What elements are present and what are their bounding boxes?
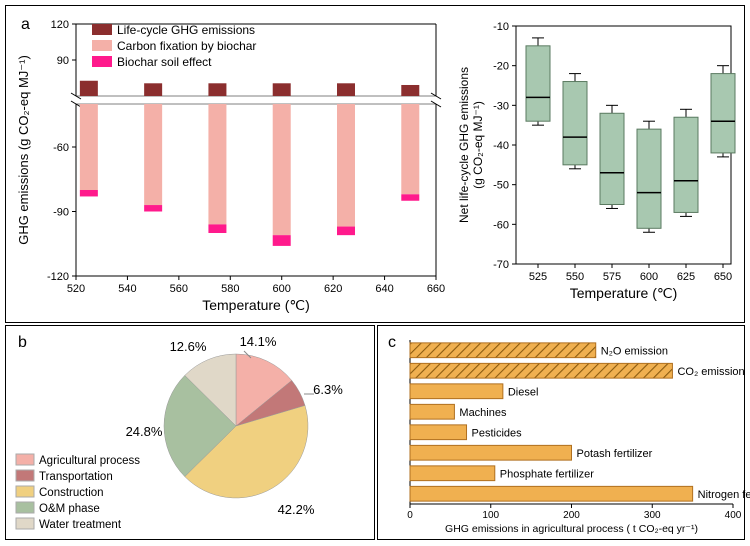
svg-text:Agricultural process: Agricultural process <box>39 455 140 467</box>
ghg-bar-chart: 90 120 -120 -90 -60 520 540 560 580 600 620 640 660 T… <box>6 6 456 324</box>
svg-text:0: 0 <box>407 510 413 521</box>
panel-c-label: c <box>388 334 396 352</box>
svg-text:90: 90 <box>57 55 69 67</box>
svg-text:525: 525 <box>529 271 547 283</box>
panel-a: a 90120-120-90-6052054056058060062064066… <box>5 5 745 323</box>
svg-text:-60: -60 <box>53 142 69 154</box>
svg-text:-40: -40 <box>493 140 509 152</box>
svg-text:300: 300 <box>644 510 661 521</box>
agri-bar-chart: 0 100 200 300 400 GHG emissions in agricultur… <box>378 326 746 541</box>
svg-text:540: 540 <box>118 283 136 295</box>
svg-text:-90: -90 <box>53 207 69 219</box>
pie-chart: 14.1% 6.3% 42.2% 24.8% 12.6% Agricultural pro… <box>6 326 376 541</box>
svg-text:CO₂ emission: CO₂ emission <box>677 366 744 378</box>
svg-text:-120: -120 <box>47 271 69 283</box>
svg-text:24.8%: 24.8% <box>126 424 163 439</box>
svg-text:200: 200 <box>563 510 580 521</box>
svg-text:520: 520 <box>67 283 85 295</box>
svg-text:N₂O emission: N₂O emission <box>601 346 668 358</box>
svg-text:Net life-cycle GHG emissions(g: Net life-cycle GHG emissions(g CO₂-eq MJ… <box>457 67 485 223</box>
svg-text:-20: -20 <box>493 61 509 73</box>
svg-text:Phosphate fertilizer: Phosphate fertilizer <box>500 469 594 481</box>
svg-text:620: 620 <box>324 283 342 295</box>
svg-text:550: 550 <box>566 271 584 283</box>
svg-text:625: 625 <box>677 271 695 283</box>
panel-c: c 0 100 200 300 400 GHG emissions in agricult… <box>377 325 745 540</box>
svg-text:660: 660 <box>427 283 445 295</box>
svg-text:Water treatment: Water treatment <box>39 519 122 531</box>
svg-text:14.1%: 14.1% <box>240 334 277 349</box>
svg-text:Carbon fixation by biochar: Carbon fixation by biochar <box>117 39 256 53</box>
svg-text:6.3%: 6.3% <box>313 382 343 397</box>
svg-text:Diesel: Diesel <box>508 387 539 399</box>
svg-text:640: 640 <box>375 283 393 295</box>
svg-text:Temperature (℃): Temperature (℃) <box>202 297 310 313</box>
svg-text:GHG emissions in agricultural: GHG emissions in agricultural process ( … <box>445 523 698 535</box>
svg-text:-30: -30 <box>493 100 509 112</box>
svg-text:650: 650 <box>714 271 732 283</box>
svg-text:GHG emissions (g CO₂-eq MJ⁻¹): GHG emissions (g CO₂-eq MJ⁻¹) <box>16 55 31 245</box>
panel-b-label: b <box>18 334 27 352</box>
net-ghg-boxplot: -70 -60 -50 -40 -30 -20 -10 525 550 575 600 625 650 T… <box>456 6 746 324</box>
svg-text:Transportation: Transportation <box>39 471 113 483</box>
panel-b: b 14.1% 6.3% 42.2% 24.8% 12.6% Agricultural p… <box>5 325 375 540</box>
svg-text:600: 600 <box>273 283 291 295</box>
svg-text:560: 560 <box>170 283 188 295</box>
svg-text:575: 575 <box>603 271 621 283</box>
svg-text:-10: -10 <box>493 21 509 33</box>
svg-text:Life-cycle GHG emissions: Life-cycle GHG emissions <box>117 23 255 37</box>
svg-text:42.2%: 42.2% <box>278 502 315 517</box>
svg-text:O&M phase: O&M phase <box>39 503 100 515</box>
svg-text:100: 100 <box>482 510 499 521</box>
svg-text:-50: -50 <box>493 180 509 192</box>
svg-text:12.6%: 12.6% <box>170 339 207 354</box>
svg-text:Pesticides: Pesticides <box>472 428 523 440</box>
svg-text:Potash fertilizer: Potash fertilizer <box>577 448 653 460</box>
svg-text:-70: -70 <box>493 259 509 271</box>
svg-text:Biochar soil effect: Biochar soil effect <box>117 55 212 69</box>
svg-text:400: 400 <box>725 510 742 521</box>
svg-text:-60: -60 <box>493 219 509 231</box>
svg-text:Machines: Machines <box>459 407 507 419</box>
svg-text:600: 600 <box>640 271 658 283</box>
svg-text:580: 580 <box>221 283 239 295</box>
svg-text:Temperature (℃): Temperature (℃) <box>570 285 678 301</box>
svg-text:120: 120 <box>51 19 69 31</box>
svg-text:Nitrogen fertilizer: Nitrogen fertilizer <box>698 489 750 501</box>
svg-text:Construction: Construction <box>39 487 104 499</box>
